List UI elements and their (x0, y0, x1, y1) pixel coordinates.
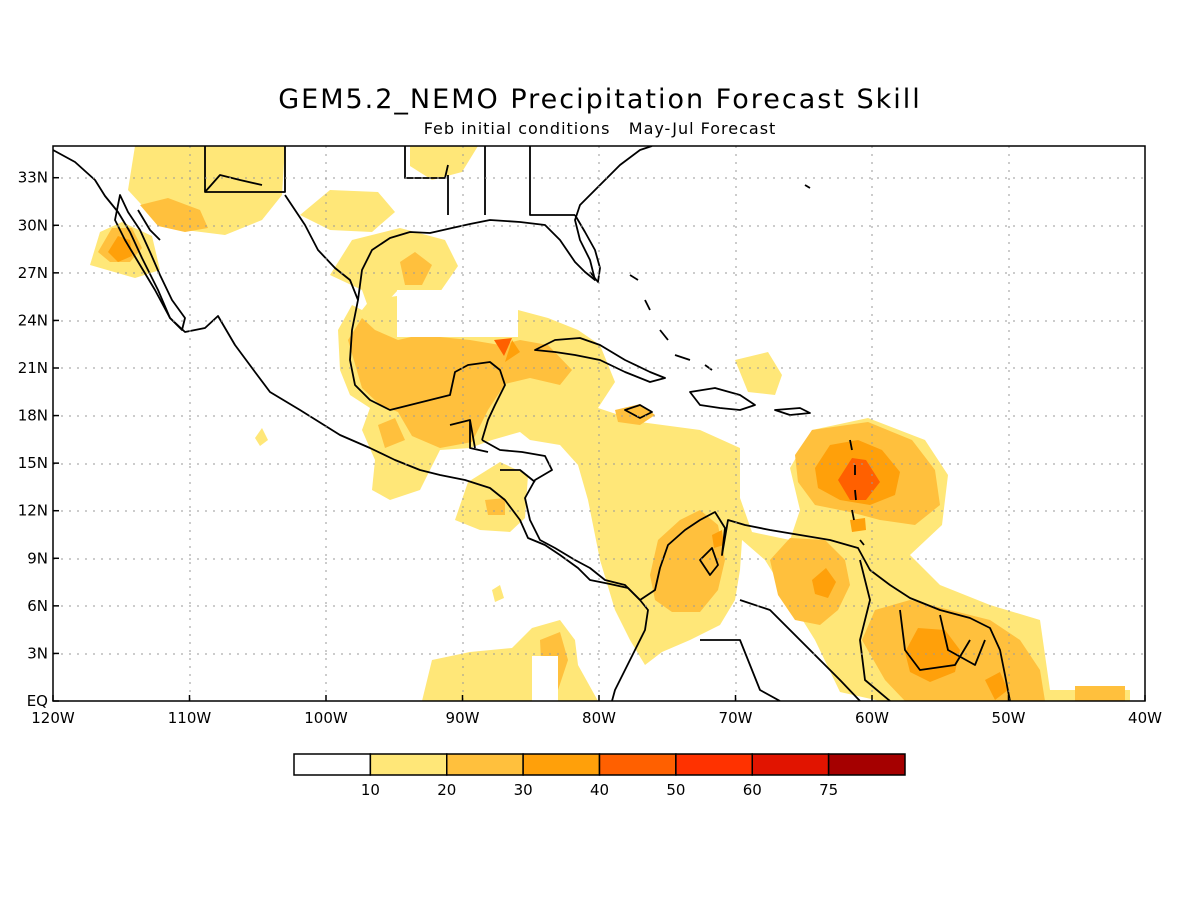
colorbar-label: 20 (437, 781, 456, 799)
x-tick-label: 50W (992, 709, 1026, 727)
y-tick-label: 18N (18, 407, 48, 425)
colorbar-swatch (827, 753, 906, 776)
colorbar: 10 20 30 40 50 60 75 (293, 753, 906, 799)
y-tick-label: 6N (27, 597, 48, 615)
skill-shading (90, 146, 1130, 701)
grid-lines (53, 146, 1145, 701)
y-tick-label: 24N (18, 311, 48, 329)
y-tick-label: 30N (18, 216, 48, 234)
coastlines (53, 146, 1011, 701)
colorbar-label: 40 (590, 781, 609, 799)
colorbar-label: 60 (743, 781, 762, 799)
x-tick-label: 110W (168, 709, 212, 727)
y-tick-label: 12N (18, 502, 48, 520)
x-tick-label: 100W (304, 709, 348, 727)
y-axis: EQ 3N 6N 9N 12N 15N 18N 21N 24N 27N 30N 33N (18, 169, 59, 710)
y-tick-label: 9N (27, 549, 48, 567)
colorbar-label: 75 (819, 781, 838, 799)
chart-title: GEM5.2_NEMO Precipitation Forecast Skill (278, 84, 922, 115)
y-tick-label: 33N (18, 169, 48, 187)
y-tick-label: 27N (18, 264, 48, 282)
colorbar-label: 30 (514, 781, 533, 799)
x-tick-label: 80W (582, 709, 616, 727)
colorbar-swatch (522, 753, 601, 776)
y-tick-label: 15N (18, 454, 48, 472)
colorbar-label: 10 (361, 781, 380, 799)
y-tick-label: 21N (18, 359, 48, 377)
x-axis: 120W 110W 100W 90W 80W 70W 60W 50W 40W (31, 695, 1162, 727)
colorbar-swatch (446, 753, 524, 776)
colorbar-swatch (751, 753, 830, 776)
y-tick-label: 3N (27, 644, 48, 662)
colorbar-swatch (598, 753, 677, 776)
y-tick-label: EQ (27, 692, 48, 710)
x-tick-label: 40W (1128, 709, 1162, 727)
x-tick-label: 70W (719, 709, 753, 727)
x-tick-label: 60W (855, 709, 889, 727)
colorbar-swatch (675, 753, 753, 776)
colorbar-label: 50 (666, 781, 685, 799)
x-tick-label: 90W (446, 709, 480, 727)
colorbar-swatch (369, 753, 448, 776)
colorbar-swatch (293, 753, 372, 776)
x-tick-label: 120W (31, 709, 75, 727)
chart-subtitle: Feb initial conditions May-Jul Forecast (423, 119, 777, 138)
